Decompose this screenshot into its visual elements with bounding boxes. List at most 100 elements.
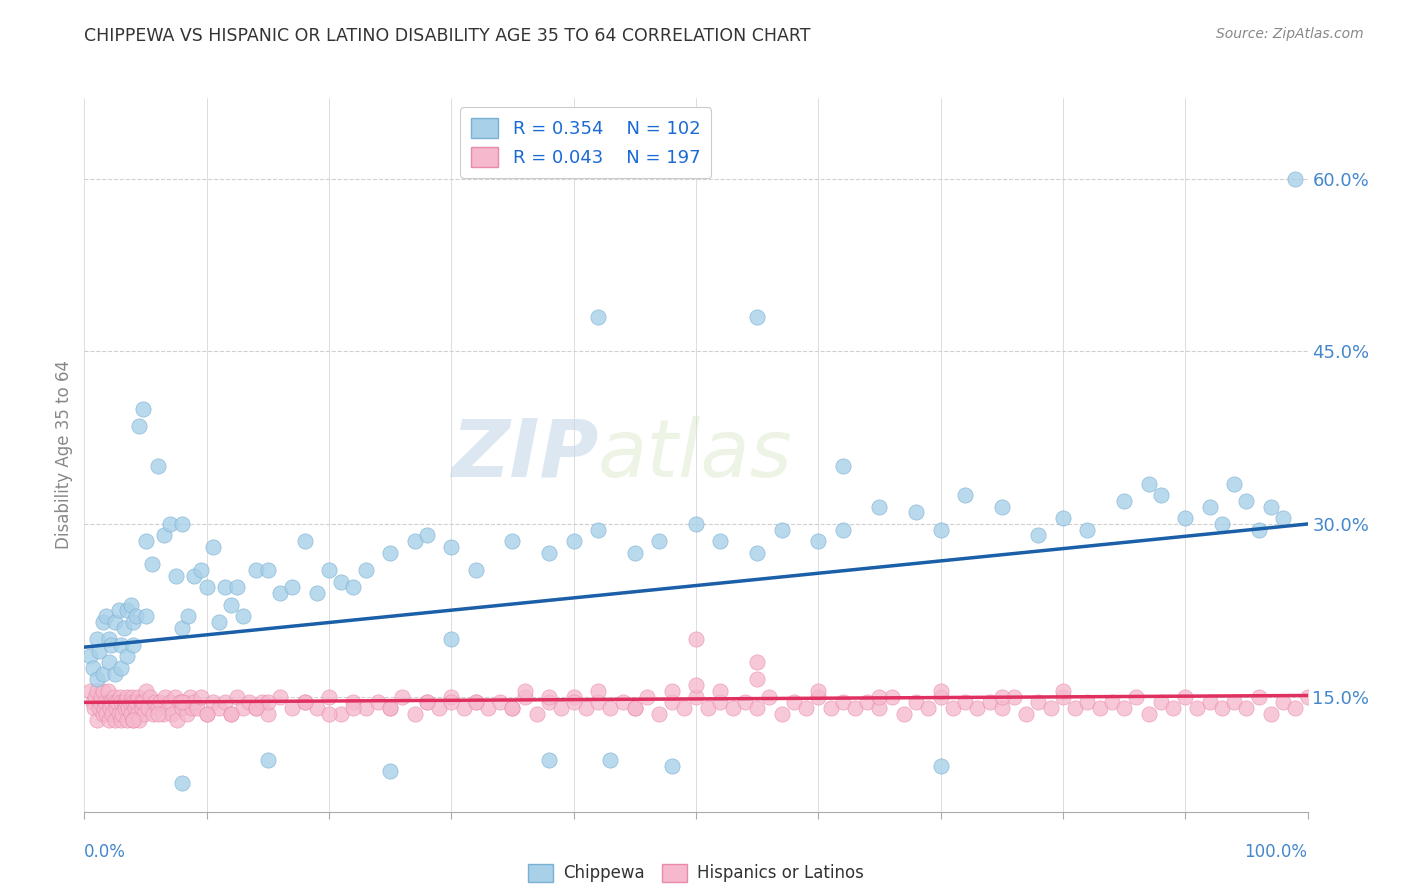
Point [166,713,188,727]
Point [440,695,463,709]
Point [1198,695,1220,709]
Point [245,701,267,715]
Point [1028,528,1050,542]
Point [110,638,132,652]
Point [575,701,598,715]
Point [245,701,267,715]
Point [201,695,224,709]
Point [661,758,683,772]
Point [122,713,145,727]
Point [831,459,853,474]
Point [181,701,204,715]
Point [115,713,138,727]
Point [893,706,915,721]
Point [124,701,146,715]
Point [108,690,131,704]
Point [96,609,118,624]
Point [1296,690,1319,704]
Point [747,310,769,324]
Point [477,701,499,715]
Point [257,706,280,721]
Point [464,695,486,709]
Point [97,655,120,669]
Point [294,695,316,709]
Point [586,310,609,324]
Point [367,695,389,709]
Point [354,701,377,715]
Point [1076,695,1098,709]
Point [132,401,155,416]
Point [330,706,353,721]
Point [380,701,402,715]
Point [1284,171,1306,186]
Point [929,523,952,537]
Point [1211,516,1233,531]
Point [112,621,135,635]
Point [122,638,145,652]
Point [501,701,523,715]
Point [953,488,976,502]
Point [143,695,166,709]
Point [1150,695,1173,709]
Point [142,706,165,721]
Point [86,713,108,727]
Point [111,706,134,721]
Point [117,701,139,715]
Point [97,684,120,698]
Point [758,690,780,704]
Point [173,695,195,709]
Point [146,459,169,474]
Point [318,706,340,721]
Point [599,753,621,767]
Point [79,684,101,698]
Point [440,632,463,646]
Point [794,701,817,715]
Point [1052,511,1074,525]
Point [82,695,104,709]
Point [208,615,231,629]
Point [586,523,609,537]
Point [624,701,647,715]
Point [104,695,127,709]
Point [1234,494,1257,508]
Point [163,690,186,704]
Point [186,701,208,715]
Point [979,695,1001,709]
Point [232,701,254,715]
Point [122,713,145,727]
Point [1272,695,1295,709]
Point [214,580,236,594]
Point [562,690,585,704]
Point [1002,690,1025,704]
Point [195,706,218,721]
Text: atlas: atlas [598,416,793,494]
Point [110,661,132,675]
Point [115,690,138,704]
Point [305,586,328,600]
Point [990,690,1012,704]
Point [624,546,647,560]
Point [98,701,121,715]
Point [90,690,112,704]
Point [1052,684,1074,698]
Point [550,701,572,715]
Point [91,666,114,681]
Point [139,690,162,704]
Point [1161,701,1184,715]
Point [122,695,145,709]
Point [294,534,316,549]
Point [146,706,169,721]
Point [820,701,842,715]
Point [489,695,512,709]
Point [1114,494,1136,508]
Point [404,534,426,549]
Point [747,701,769,715]
Point [245,563,267,577]
Point [110,695,132,709]
Point [195,580,218,594]
Point [1028,695,1050,709]
Point [156,701,179,715]
Point [135,684,157,698]
Point [905,695,928,709]
Point [83,701,105,715]
